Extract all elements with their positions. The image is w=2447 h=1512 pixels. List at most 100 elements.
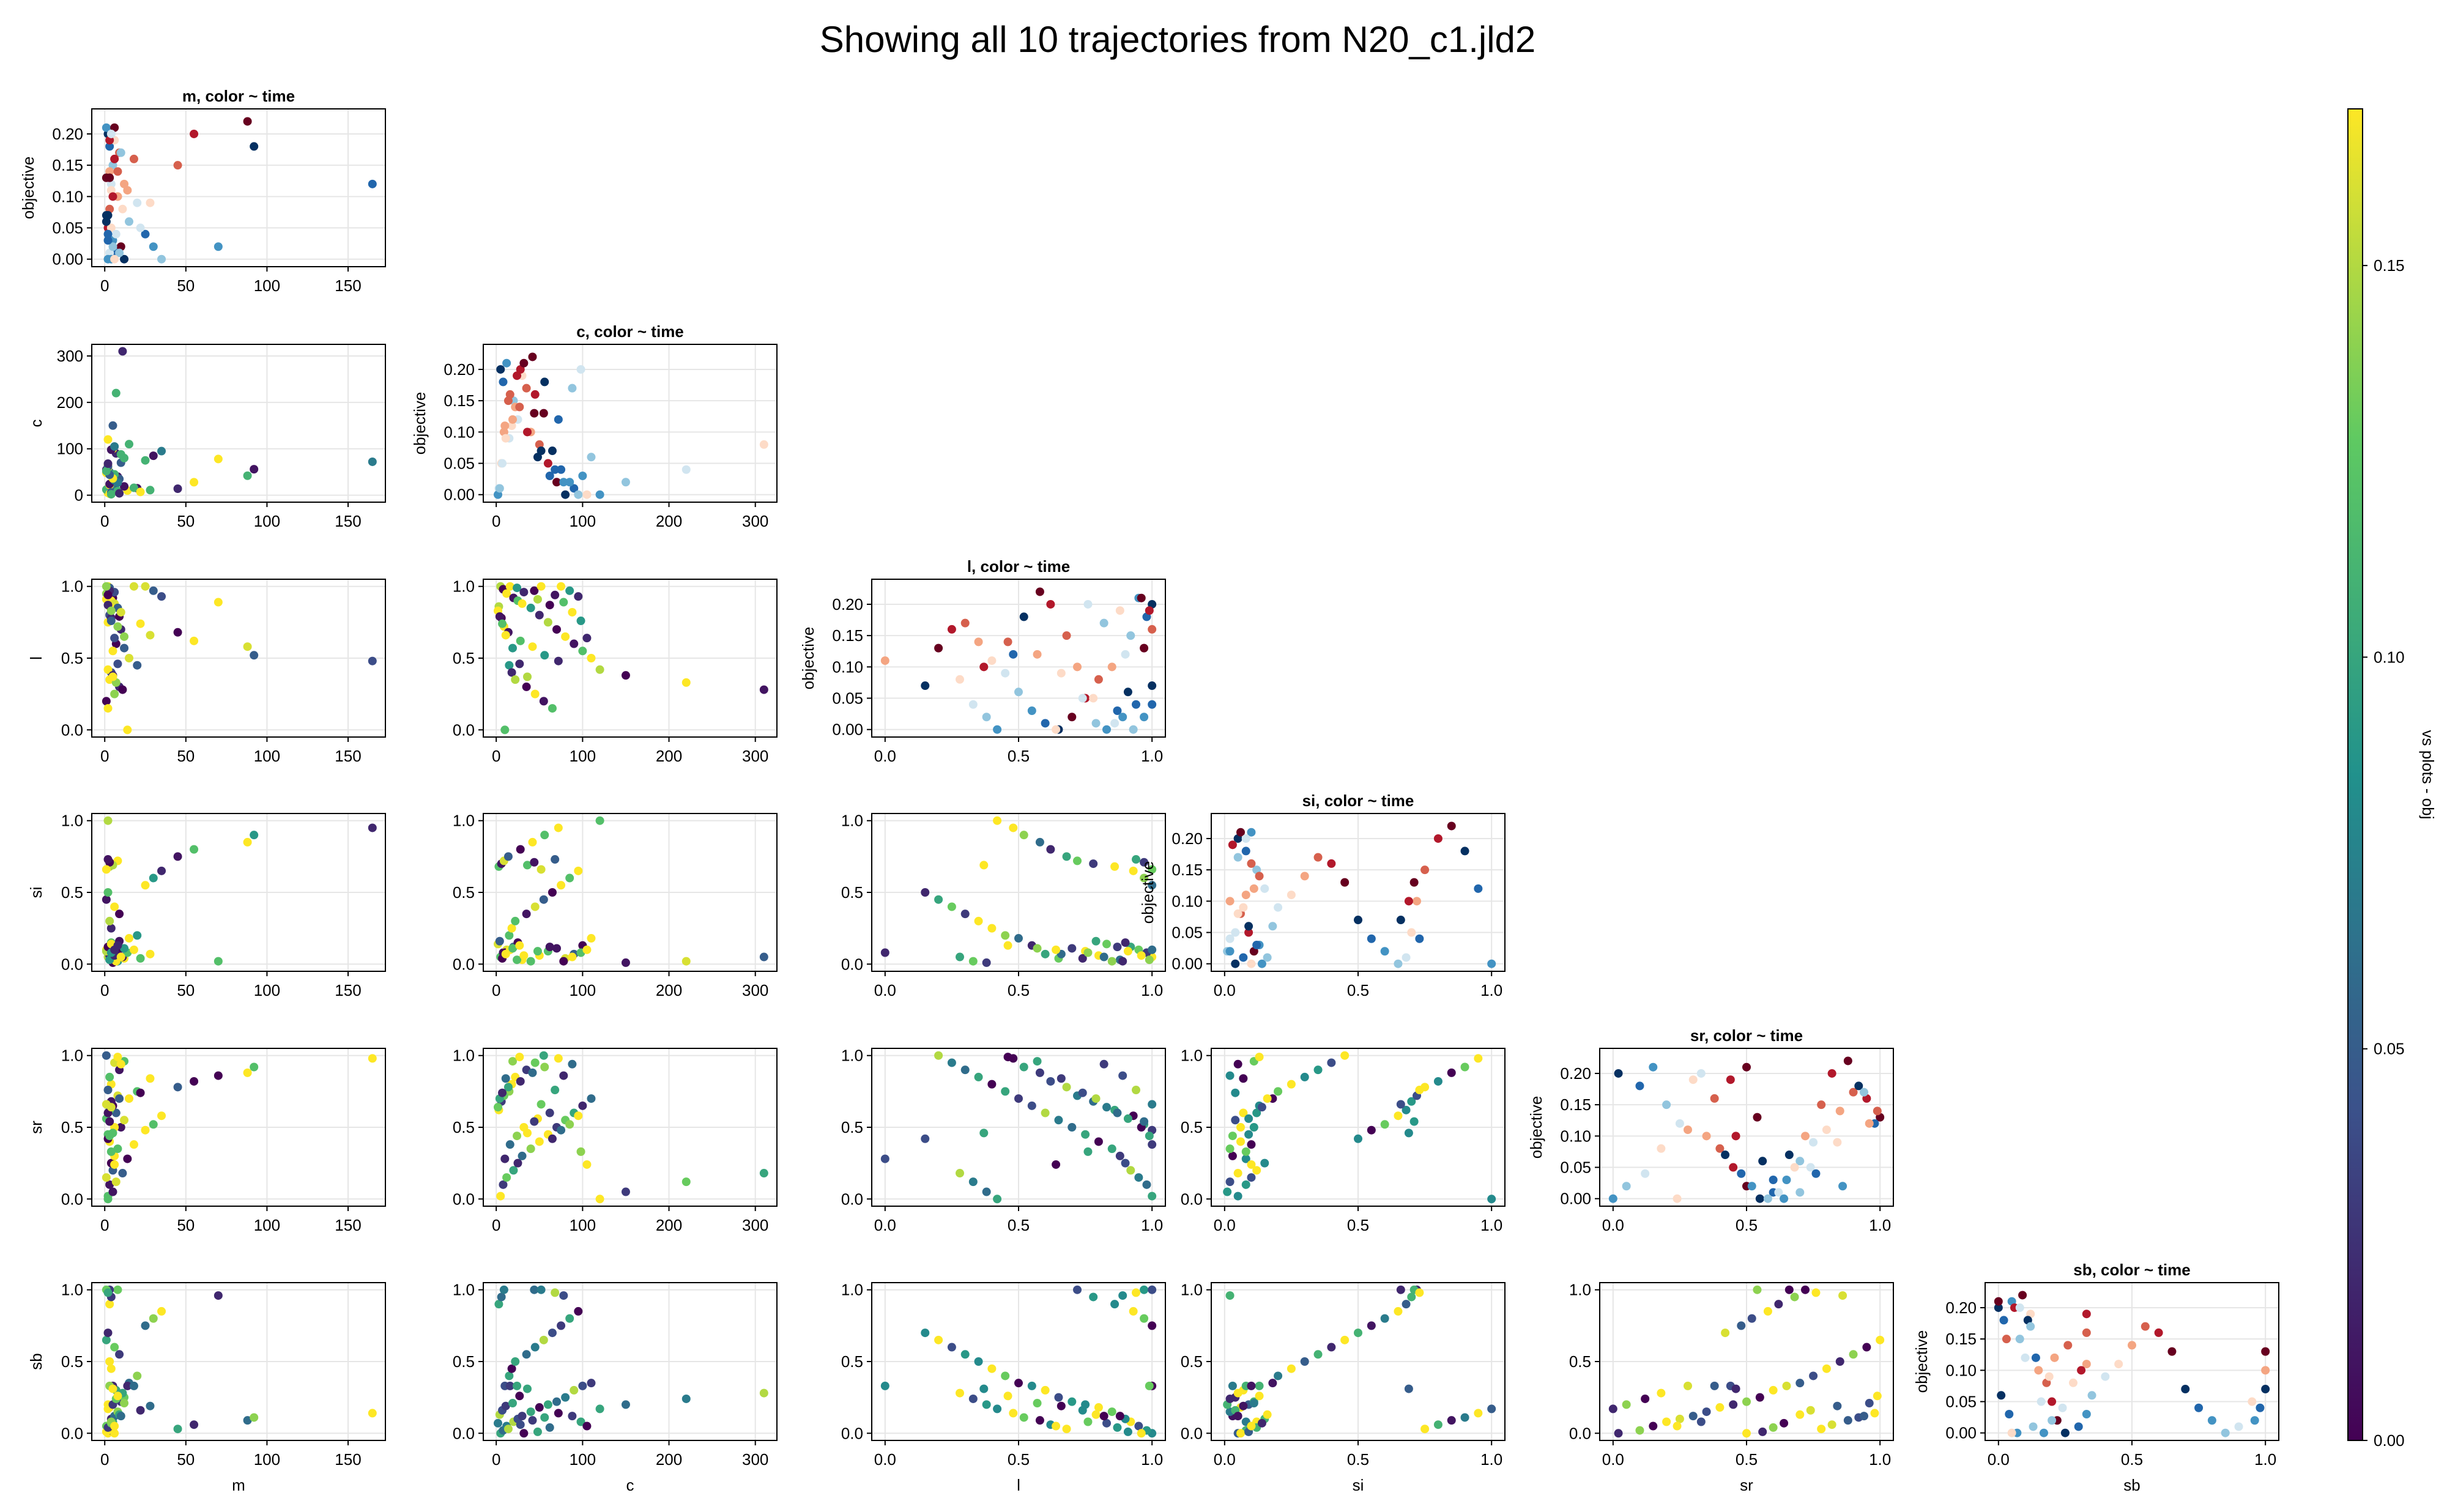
data-point [1110, 719, 1120, 728]
data-point [2034, 1366, 2043, 1375]
data-point [141, 229, 150, 239]
data-point [2167, 1347, 2177, 1356]
data-point [934, 1051, 943, 1060]
data-point [106, 1364, 116, 1373]
data-point [505, 1381, 514, 1390]
data-point [113, 1144, 122, 1154]
data-point [115, 489, 124, 498]
data-point [1241, 1147, 1250, 1156]
data-point [1806, 1163, 1815, 1172]
data-point [1684, 1125, 1692, 1135]
data-point [621, 1400, 630, 1409]
data-point [523, 861, 532, 870]
data-point [1041, 719, 1050, 728]
data-point [1763, 1306, 1772, 1316]
data-point [1247, 859, 1256, 868]
data-point [1675, 1119, 1684, 1128]
data-point [1474, 1409, 1483, 1418]
x-tick-label: 0.5 [2121, 1450, 2143, 1469]
data-point [543, 1400, 552, 1409]
data-point [1460, 1062, 1469, 1072]
data-point [1091, 936, 1101, 946]
data-point [1019, 1413, 1028, 1422]
data-point [1758, 1427, 1767, 1436]
x-tick-label: 200 [656, 981, 682, 999]
x-tick-label: 0 [100, 981, 109, 999]
data-point [568, 1059, 577, 1069]
x-axis-label: sb [2123, 1476, 2140, 1494]
data-point [1003, 1053, 1012, 1062]
data-point [1233, 1169, 1242, 1178]
data-point [993, 725, 1002, 734]
data-point [548, 704, 557, 713]
data-point [921, 1329, 930, 1338]
data-point [587, 453, 596, 462]
data-point [1145, 1132, 1154, 1141]
data-point [1396, 1100, 1405, 1109]
y-tick-label: 0.0 [453, 1190, 475, 1208]
data-point [103, 1329, 113, 1338]
data-point [505, 1140, 514, 1149]
data-point [1094, 675, 1103, 684]
data-point [568, 952, 577, 962]
data-point [515, 402, 524, 412]
data-point [1263, 1094, 1272, 1103]
data-point [947, 902, 956, 911]
data-point [110, 442, 119, 451]
data-point [1233, 909, 1242, 918]
data-point [559, 1291, 568, 1300]
data-point [979, 662, 989, 672]
data-point [1782, 1176, 1791, 1184]
data-point [934, 1335, 943, 1344]
data-point [1843, 1416, 1852, 1425]
colorbar-tick-label: 0.10 [2374, 648, 2405, 666]
data-point [1635, 1081, 1644, 1091]
data-point [190, 1420, 199, 1429]
data-point [987, 1080, 997, 1089]
data-point [1140, 1314, 1149, 1323]
data-point [1001, 669, 1010, 678]
data-point [1033, 650, 1042, 659]
data-point [2058, 1403, 2067, 1412]
data-point [1129, 866, 1138, 875]
y-axis-label: sr [27, 1121, 45, 1134]
data-point [1268, 922, 1277, 931]
data-point [110, 634, 119, 643]
data-point [576, 1417, 585, 1426]
data-point [1003, 1392, 1012, 1401]
data-point [1062, 852, 1071, 861]
data-point [214, 242, 223, 251]
data-point [141, 456, 150, 465]
x-tick-label: 1.0 [1141, 747, 1163, 765]
data-point [557, 881, 566, 890]
data-point [110, 254, 119, 264]
data-point [116, 1412, 125, 1421]
data-point [1102, 939, 1111, 949]
data-point [960, 618, 970, 628]
data-point [519, 358, 529, 368]
panel-frame [91, 108, 386, 267]
data-point [1001, 1371, 1010, 1380]
data-point [1073, 1285, 1082, 1294]
data-point [681, 1394, 691, 1403]
data-point [129, 582, 138, 591]
data-point [1073, 662, 1082, 672]
data-point [1806, 1406, 1815, 1415]
data-point [190, 478, 199, 487]
data-point [513, 371, 522, 380]
data-point [545, 1423, 554, 1432]
data-point [570, 484, 579, 493]
y-tick-label: 0.10 [52, 187, 83, 206]
data-point [1402, 1300, 1411, 1309]
data-point [2048, 1416, 2057, 1425]
data-point [565, 873, 574, 883]
x-tick-label: 100 [570, 512, 596, 530]
data-point [1313, 853, 1323, 862]
data-point [537, 1100, 546, 1109]
data-point [108, 1187, 117, 1196]
y-tick-label: 0 [75, 486, 83, 505]
data-point [1233, 853, 1242, 862]
panel-si-vs-si: 0.0 0.5 1.0 0.00 0.05 0.10 0.15 0.20 si, color ~… [1138, 791, 1506, 999]
y-tick-label: 0.0 [1181, 1424, 1203, 1442]
data-point [1460, 1413, 1469, 1422]
